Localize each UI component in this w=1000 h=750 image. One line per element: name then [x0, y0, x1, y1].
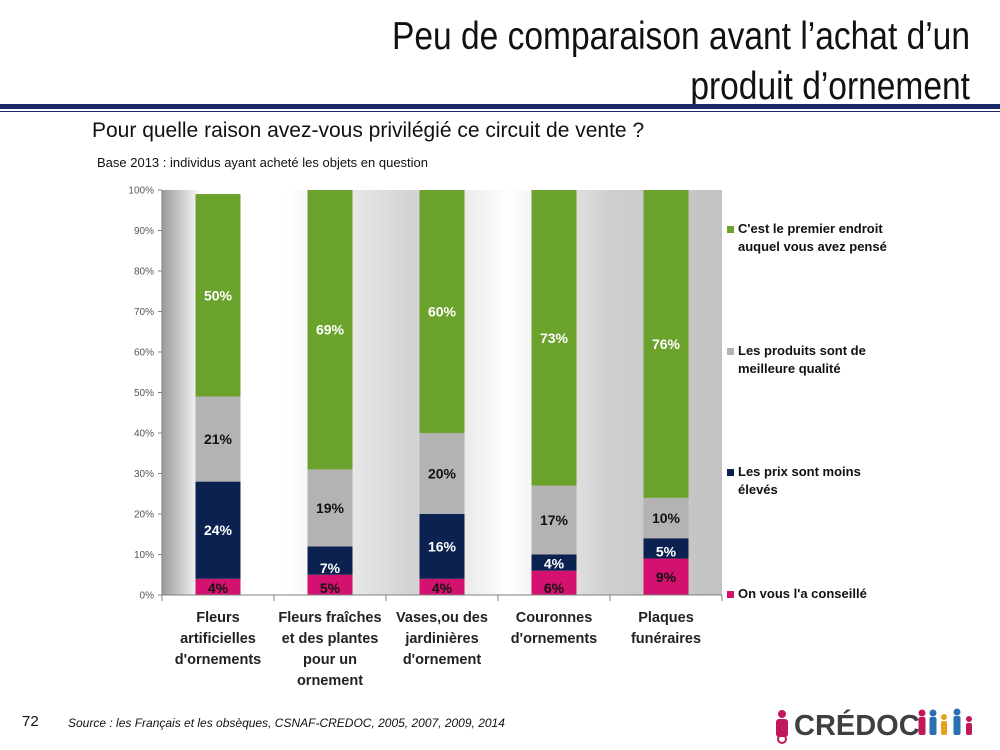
y-tick-label: 60% — [134, 348, 154, 359]
legend-swatch — [727, 348, 734, 355]
credoc-logo: CRÉDOC — [776, 708, 972, 744]
bar-segment — [419, 433, 465, 514]
data-label: 5% — [320, 580, 341, 596]
data-label: 7% — [320, 560, 341, 576]
bar-segment — [419, 190, 465, 433]
bar-segment — [307, 469, 353, 547]
x-category-label: artificielles — [180, 631, 256, 647]
legend-label: On vous l'a conseillé — [738, 586, 867, 601]
data-label: 6% — [544, 580, 565, 596]
bar-segment — [643, 497, 689, 539]
data-label: 24% — [204, 522, 233, 538]
bar-segment — [307, 190, 353, 470]
title-divider — [0, 104, 1000, 109]
data-label: 4% — [544, 556, 565, 572]
bar-segment — [643, 538, 689, 559]
data-label: 17% — [540, 512, 569, 528]
y-tick-label: 30% — [134, 469, 154, 480]
data-label: 16% — [428, 538, 457, 554]
bar-segment — [643, 558, 689, 595]
legend-label: C'est le premier endroit — [738, 221, 883, 236]
data-label: 73% — [540, 330, 569, 346]
y-tick-label: 0% — [140, 591, 155, 602]
family-pictogram-left-icon — [776, 710, 788, 744]
data-label: 69% — [316, 322, 345, 338]
data-label: 4% — [432, 580, 453, 596]
bar-segment — [643, 190, 689, 498]
y-tick-label: 50% — [134, 388, 154, 399]
bar-segment — [419, 578, 465, 595]
x-category-label: d'ornement — [403, 652, 482, 668]
y-tick-label: 10% — [134, 550, 154, 561]
y-tick-label: 20% — [134, 510, 154, 521]
bar-segment — [307, 546, 353, 575]
x-category-label: Fleurs — [196, 610, 240, 626]
title-divider-thin — [0, 111, 1000, 112]
legend-label: meilleure qualité — [738, 361, 841, 376]
x-category-label: pour un — [303, 652, 357, 668]
base-note: Base 2013 : individus ayant acheté les o… — [97, 155, 429, 170]
y-tick-label: 70% — [134, 307, 154, 318]
data-label: 5% — [656, 544, 677, 560]
y-tick-label: 100% — [128, 186, 154, 197]
page-number: 72 — [22, 713, 39, 730]
data-label: 21% — [204, 431, 233, 447]
slide-title-line-2: produit d’ornement — [690, 65, 970, 108]
x-category-label: Plaques — [638, 610, 694, 626]
logo-wordmark: CRÉDOC — [794, 708, 920, 742]
x-category-label: Vases,ou des — [396, 610, 488, 626]
legend-label: Les prix sont moins — [738, 464, 861, 479]
legend-swatch — [727, 591, 734, 598]
slide-title-line-1: Peu de comparaison avant l’achat d’un — [391, 15, 970, 58]
data-label: 4% — [208, 580, 229, 596]
bar-segment — [195, 481, 241, 579]
bar-segment — [531, 485, 577, 555]
legend-label: auquel vous avez pensé — [738, 239, 887, 254]
x-category-label: d'ornements — [175, 652, 261, 668]
data-label: 20% — [428, 466, 457, 482]
legend-label: élevés — [738, 482, 778, 497]
bar-segment — [531, 554, 577, 571]
data-label: 50% — [204, 287, 233, 303]
family-pictogram-right-icon — [918, 708, 972, 735]
y-tick-label: 40% — [134, 429, 154, 440]
data-label: 10% — [652, 510, 681, 526]
bar-segment — [195, 396, 241, 482]
data-label: 76% — [652, 336, 681, 352]
x-category-label: d'ornements — [511, 631, 597, 647]
bar-segment — [419, 514, 465, 579]
data-label: 9% — [656, 569, 677, 585]
bar-segment — [531, 190, 577, 486]
bar-segment — [531, 570, 577, 595]
source-note: Source : les Français et les obsèques, C… — [68, 716, 505, 730]
legend-swatch — [727, 469, 734, 476]
x-category-label: jardinières — [404, 631, 478, 647]
bar-segment — [195, 578, 241, 595]
bar-segment — [195, 194, 241, 397]
legend-swatch — [727, 226, 734, 233]
y-tick-label: 80% — [134, 267, 154, 278]
x-category-label: Couronnes — [516, 610, 593, 626]
stacked-bar-chart: 0% 10% 20% 30% 40% 50% 60% 70% 80% 90% 100% 4% 24% 2… — [128, 186, 887, 690]
x-category-label: ornement — [297, 673, 363, 689]
data-label: 60% — [428, 304, 457, 320]
data-label: 19% — [316, 500, 345, 516]
survey-question: Pour quelle raison avez-vous privilégié … — [92, 119, 645, 142]
bar-segment — [307, 574, 353, 595]
x-category-label: et des plantes — [282, 631, 379, 647]
slide-title: Peu de comparaison avant l’achat d’un pr… — [368, 12, 970, 112]
y-tick-label: 90% — [134, 226, 154, 237]
x-category-label: Fleurs fraîches — [278, 610, 381, 626]
x-category-label: funéraires — [631, 631, 701, 647]
legend-label: Les produits sont de — [738, 343, 866, 358]
